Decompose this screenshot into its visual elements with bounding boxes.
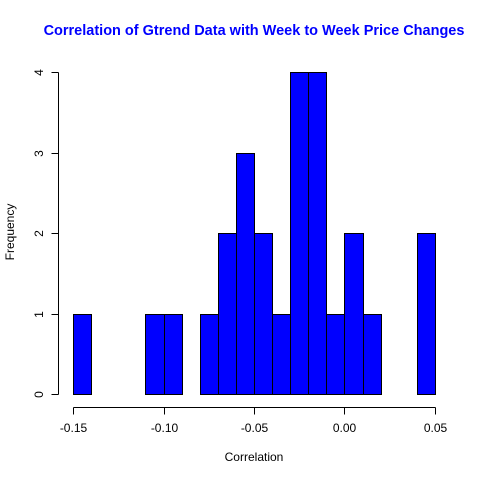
x-tick-label: -0.05 xyxy=(241,421,269,435)
chart-title: Correlation of Gtrend Data with Week to … xyxy=(44,23,465,39)
x-tick-label: 0.00 xyxy=(333,421,357,435)
histogram-bar xyxy=(236,153,255,395)
y-axis-label: Frequency xyxy=(3,204,17,261)
histogram-bar xyxy=(326,314,345,395)
histogram-bar xyxy=(73,314,92,395)
x-tick-label: -0.10 xyxy=(151,421,179,435)
histogram-bar xyxy=(272,314,291,395)
histogram-bar xyxy=(417,233,436,395)
x-tick-label: 0.05 xyxy=(424,421,448,435)
histogram-bar xyxy=(254,233,273,395)
histogram-bar xyxy=(344,233,364,395)
histogram-bar xyxy=(308,72,327,395)
y-tick-label: 2 xyxy=(32,230,46,237)
x-axis: -0.15 -0.10 -0.05 0.00 0.05 xyxy=(60,407,448,435)
y-tick-label: 4 xyxy=(32,69,46,76)
x-axis-label: Correlation xyxy=(225,450,284,464)
histogram-bar xyxy=(290,72,309,395)
histogram-bar xyxy=(363,314,382,395)
histogram-bar xyxy=(218,233,237,395)
y-tick-label: 0 xyxy=(32,391,46,398)
histogram-bar xyxy=(145,314,165,395)
x-tick-label: -0.15 xyxy=(60,421,88,435)
histogram-bar xyxy=(164,314,183,395)
y-tick-label: 3 xyxy=(32,150,46,157)
y-axis: 0 1 2 3 4 xyxy=(32,69,59,398)
y-tick-label: 1 xyxy=(32,311,46,318)
histogram-bars xyxy=(73,72,436,395)
histogram-bar xyxy=(200,314,219,395)
